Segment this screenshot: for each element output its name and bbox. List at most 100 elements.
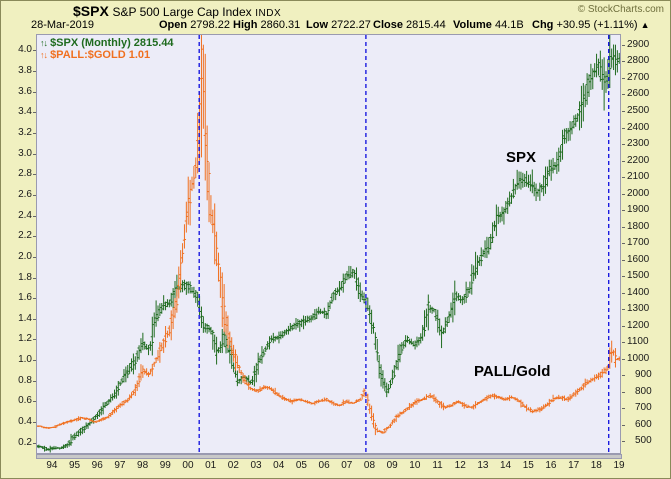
chart-title-line: $SPX S&P 500 Large Cap Index INDX	[73, 3, 281, 19]
x-axis-tick: 95	[69, 460, 81, 471]
right-axis-tick: 2200	[627, 154, 650, 166]
right-axis-tickmark	[622, 160, 625, 162]
x-axis-tick: 12	[454, 460, 466, 471]
right-axis-tickmark	[622, 127, 625, 129]
left-axis-tick: 3.4	[18, 106, 32, 118]
right-axis-tickmark	[622, 391, 625, 393]
x-axis-tick: 98	[137, 460, 149, 471]
quote-volume: Volume 44.1B	[453, 19, 524, 31]
change-up-arrow-icon: ▲	[640, 20, 650, 30]
left-axis-tick: 3.0	[18, 147, 32, 159]
right-axis-tickmark	[622, 276, 625, 278]
x-axis-scrollbar[interactable]	[36, 454, 622, 459]
right-axis-tickmark	[622, 342, 625, 344]
right-axis-tickmark	[622, 210, 625, 212]
stockcharts-watermark: © StockCharts.com	[577, 4, 664, 15]
left-axis-tickmark	[33, 360, 36, 362]
left-axis-tick: 2.8	[18, 168, 32, 180]
left-axis-tickmark	[33, 91, 36, 93]
ticker-symbol: $SPX	[73, 3, 109, 19]
left-axis-tickmark	[33, 422, 36, 424]
left-axis-tickmark	[33, 401, 36, 403]
right-axis-tickmark	[622, 226, 625, 228]
x-axis-tick: 06	[318, 460, 330, 471]
left-axis-tickmark	[33, 50, 36, 52]
updown-arrow-icon: ↑↓	[40, 38, 48, 48]
x-axis-tick: 19	[613, 460, 625, 471]
series-pall-gold	[37, 35, 620, 436]
right-axis-tick: 2700	[627, 71, 650, 83]
x-axis-tick: 14	[500, 460, 512, 471]
right-axis-tickmark	[622, 177, 625, 179]
left-axis-tickmark	[33, 318, 36, 320]
left-axis-tick: 1.8	[18, 271, 32, 283]
left-axis-tick: 0.4	[18, 416, 32, 428]
x-axis-tick: 11	[432, 460, 443, 471]
legend-item-spx[interactable]: ↑↓ $SPX (Monthly) 2815.44	[40, 37, 174, 49]
right-axis-tickmark	[622, 111, 625, 112]
annotation-spx: SPX	[506, 149, 537, 166]
right-price-axis: 500 600 700 800 900 1000 1100 1200 1300 1400 1500 1…	[622, 34, 671, 456]
right-axis-tick: 2400	[627, 121, 650, 133]
legend-label-spx: $SPX (Monthly) 2815.44	[50, 37, 174, 49]
left-axis-tickmark	[33, 277, 36, 279]
left-axis-tick: 0.8	[18, 374, 32, 386]
right-axis-tickmark	[622, 94, 625, 96]
series-legend: ↑↓ $SPX (Monthly) 2815.44 ↑↓ $PALL:$GOLD…	[40, 37, 174, 61]
right-axis-tick: 1800	[627, 220, 650, 232]
x-axis-tick: 00	[182, 460, 194, 471]
plot-area[interactable]: ↑↓ $SPX (Monthly) 2815.44 ↑↓ $PALL:$GOLD…	[36, 34, 621, 454]
left-axis-tick: 0.6	[18, 395, 32, 407]
legend-item-pall-gold[interactable]: ↑↓ $PALL:$GOLD 1.01	[40, 49, 174, 61]
right-axis-tickmark	[622, 325, 625, 327]
left-axis-tickmark	[33, 112, 36, 114]
left-axis-tickmark	[33, 133, 36, 135]
x-axis-labels: 94 95 96 97 98 99 00 01 02 03 04 05 06 07 08 09 10 11 12 13…	[36, 456, 625, 476]
x-axis-tick: 03	[250, 460, 262, 471]
left-axis-tickmark	[33, 298, 36, 300]
left-axis-tickmark	[33, 215, 36, 217]
right-axis-tickmark	[622, 441, 625, 443]
right-axis-tick: 2500	[627, 105, 650, 116]
right-axis-tick: 1100	[627, 336, 649, 348]
left-axis-tick: 2.6	[18, 188, 32, 200]
right-axis-tickmark	[622, 375, 625, 377]
right-axis-tick: 1000	[627, 352, 650, 364]
left-axis-tick: 3.8	[18, 65, 32, 77]
x-axis-tick: 15	[522, 460, 534, 471]
x-axis-tick: 10	[409, 460, 421, 471]
left-axis-tick: 1.2	[18, 333, 32, 345]
right-axis-tick: 900	[635, 369, 652, 381]
x-axis-tick: 18	[590, 460, 602, 471]
quote-date: 28-Mar-2019	[31, 19, 94, 31]
chart-canvas	[37, 35, 620, 453]
quote-change: Chg +30.95 (+1.11%) ▲	[532, 19, 650, 31]
right-axis-tick: 1300	[627, 303, 650, 315]
quote-open: Open 2798.22	[159, 19, 230, 31]
right-axis-tickmark	[622, 309, 625, 311]
right-axis-tick: 600	[635, 418, 652, 430]
x-axis-tick: 99	[159, 460, 171, 471]
right-axis-tickmark	[622, 144, 625, 146]
right-axis-tickmark	[622, 424, 625, 426]
x-axis-tick: 04	[273, 460, 285, 471]
right-axis-tick: 2800	[627, 55, 650, 67]
right-axis-tick: 800	[635, 385, 652, 397]
index-name: S&P 500 Large Cap Index	[112, 5, 252, 19]
x-axis-tick: 13	[477, 460, 489, 471]
left-axis-tickmark	[33, 236, 36, 238]
left-axis-tickmark	[33, 153, 36, 155]
left-axis-tickmark	[33, 380, 36, 382]
right-axis-tick: 1200	[627, 319, 650, 331]
left-axis-tickmark	[33, 442, 36, 444]
right-axis-tick: 2000	[627, 187, 650, 199]
right-axis-tick: 1500	[627, 270, 650, 282]
x-axis-tick: 17	[568, 460, 580, 471]
quote-close: Close 2815.44	[373, 19, 446, 31]
left-axis-tick: 0.2	[18, 436, 32, 448]
right-axis-tickmark	[622, 243, 625, 245]
legend-label-pall-gold: $PALL:$GOLD 1.01	[50, 49, 151, 61]
series-spx	[37, 35, 620, 453]
right-axis-tickmark	[622, 44, 625, 46]
right-axis-tickmark	[622, 61, 625, 63]
